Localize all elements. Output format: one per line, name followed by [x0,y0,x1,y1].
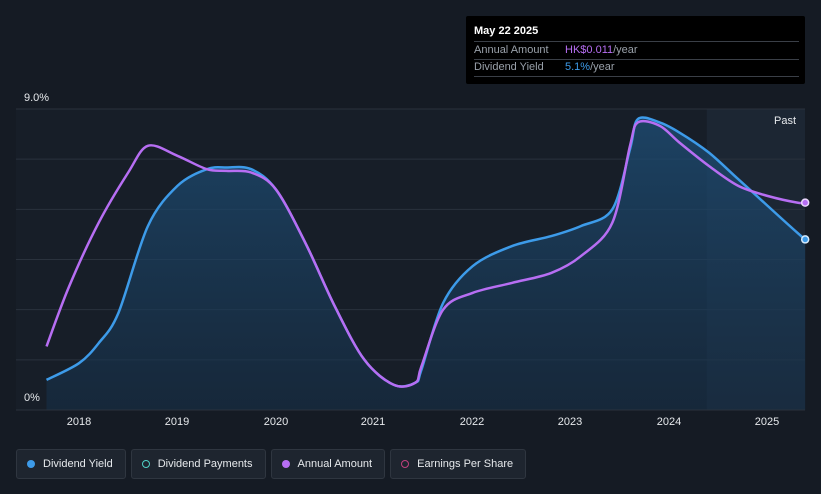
legend-item-dividend-yield[interactable]: Dividend Yield [16,449,126,479]
tooltip-dividend-yield-value: 5.1% [565,61,591,73]
dividend-yield-area [46,117,806,411]
dividend-payments-circle-icon [141,460,150,468]
legend-label: Earnings Per Share [417,458,514,470]
legend-item-annual-amount[interactable]: Annual Amount [270,449,386,479]
annual-amount-end-marker[interactable] [800,198,810,207]
tooltip-annual-amount-label: Annual Amount [474,44,549,56]
tooltip-annual-amount-value: HK$0.011 [565,44,614,56]
annual-amount-line [45,119,806,388]
tooltip-dividend-yield-label: Dividend Yield [474,61,544,73]
y-tick-label-bottom: 0% [24,392,40,404]
earnings-per-share-circle-icon [401,460,410,468]
x-tick-label: 2020 [263,416,289,428]
legend: Dividend Yield Dividend Payments Annual … [16,449,527,479]
x-tick-label: 2019 [164,416,190,428]
x-tick-label: 2018 [66,416,92,428]
tooltip: May 22 2025 Annual Amount HK$0.011/year … [466,16,805,84]
past-label: Past [774,115,797,127]
x-tick-label: 2023 [557,416,583,428]
tooltip-dividend-yield-unit: /year [590,61,615,73]
legend-label: Dividend Yield [43,458,113,470]
x-tick-label: 2024 [656,416,682,428]
x-tick-label: 2022 [459,416,485,428]
x-tick-label: 2025 [754,416,780,428]
legend-item-dividend-payments[interactable]: Dividend Payments [130,449,266,479]
legend-label: Annual Amount [297,458,373,470]
tooltip-annual-amount: HK$0.011/year [565,42,638,59]
tooltip-row-dividend-yield: Dividend Yield 5.1%/year [474,59,799,77]
legend-item-earnings-per-share[interactable]: Earnings Per Share [390,449,527,479]
dividend-yield-dot-icon [27,460,35,468]
legend-label: Dividend Payments [157,458,253,470]
tooltip-annual-amount-unit: /year [613,44,638,56]
tooltip-dividend-yield: 5.1%/year [565,59,615,76]
tooltip-date: May 22 2025 [474,25,539,37]
tooltip-row-annual-amount: Annual Amount HK$0.011/year [474,41,799,60]
annual-amount-dot-icon [281,460,290,468]
x-tick-label: 2021 [360,416,386,428]
dividend-yield-end-marker[interactable] [800,235,810,244]
y-tick-label-top: 9.0% [24,92,50,104]
